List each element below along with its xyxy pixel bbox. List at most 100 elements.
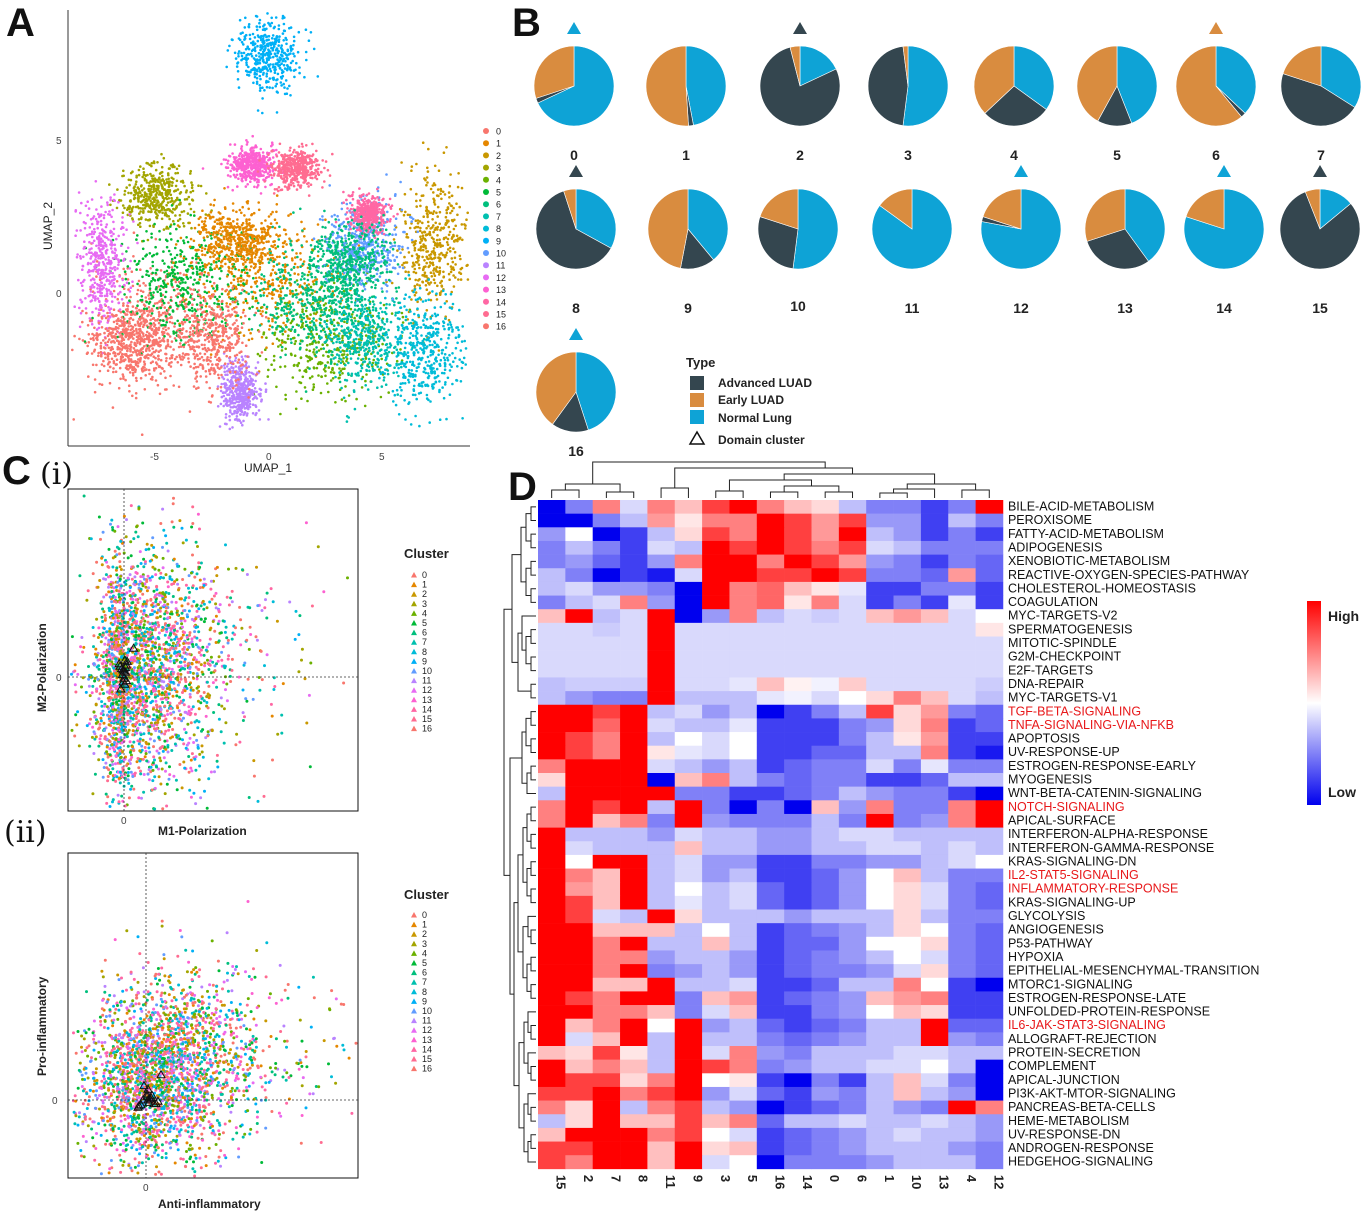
umap-point: [367, 346, 371, 350]
umap-point: [207, 262, 211, 265]
umap-point: [248, 375, 252, 378]
umap-point: [167, 266, 171, 269]
umap-point: [413, 267, 417, 271]
umap-point: [275, 194, 279, 197]
umap-point: [145, 300, 148, 304]
umap-point: [166, 317, 169, 320]
umap-point: [383, 349, 387, 352]
umap-point: [437, 345, 440, 349]
umap-point: [321, 215, 324, 218]
umap-point: [189, 213, 192, 217]
umap-point: [362, 346, 365, 349]
umap-point: [330, 353, 333, 357]
umap-point: [175, 196, 179, 200]
umap-point: [312, 317, 315, 320]
umap-point: [423, 314, 426, 318]
umap-point: [458, 271, 461, 274]
umap-point: [277, 24, 281, 27]
umap-point: [217, 302, 221, 306]
umap-point: [131, 284, 135, 288]
umap-point: [169, 345, 172, 349]
umap-point: [416, 300, 419, 304]
umap-point: [193, 226, 197, 230]
umap-point: [242, 413, 245, 417]
umap-point: [405, 235, 409, 239]
umap-point: [192, 352, 195, 356]
umap-point: [224, 262, 227, 266]
umap-point: [133, 313, 137, 316]
umap-point: [438, 362, 442, 366]
umap-point: [288, 281, 291, 285]
umap-point: [446, 248, 450, 251]
umap-point: [148, 332, 151, 335]
umap-point: [226, 49, 230, 52]
umap-point: [409, 423, 413, 426]
umap-point: [224, 413, 228, 416]
umap-point: [275, 111, 279, 114]
umap-point: [466, 278, 470, 281]
umap-point: [259, 77, 262, 81]
umap-point: [187, 302, 190, 306]
umap-point: [275, 90, 279, 93]
umap-point: [247, 292, 250, 296]
umap-point: [436, 374, 440, 378]
umap-point: [271, 319, 274, 323]
umap-point: [270, 16, 274, 20]
umap-point: [344, 399, 347, 403]
umap-point: [135, 192, 138, 195]
umap-point: [272, 265, 276, 268]
umap-point: [356, 371, 360, 375]
umap-point: [444, 317, 447, 320]
umap-point: [305, 284, 309, 287]
umap-point: [411, 374, 415, 378]
umap-point: [393, 266, 397, 270]
umap-point: [437, 349, 441, 352]
umap-point: [457, 237, 461, 241]
umap-point: [422, 245, 425, 248]
umap-point: [368, 296, 372, 300]
umap-point: [264, 311, 268, 314]
umap-point: [284, 353, 287, 357]
umap-point: [215, 284, 219, 287]
umap-point: [281, 332, 285, 336]
umap-point: [245, 61, 248, 64]
umap-point: [441, 348, 445, 352]
umap-point: [340, 386, 343, 390]
umap-point: [157, 186, 160, 190]
umap-point: [379, 307, 382, 310]
umap-point: [438, 238, 441, 241]
umap-point: [148, 224, 152, 228]
umap-point: [312, 350, 315, 354]
umap-point: [265, 61, 269, 64]
umap-point: [150, 164, 153, 168]
umap-point: [112, 320, 116, 324]
umap-point: [418, 342, 422, 345]
umap-point: [433, 281, 437, 285]
umap-point: [176, 295, 179, 299]
umap-point: [296, 50, 300, 54]
umap-point: [268, 77, 272, 80]
umap-point: [254, 282, 257, 285]
umap-point: [318, 304, 322, 307]
umap-point: [355, 397, 358, 401]
umap-point: [237, 366, 241, 369]
umap-point: [326, 361, 330, 364]
umap-point: [300, 315, 303, 319]
umap-point: [317, 374, 320, 377]
umap-point: [265, 346, 268, 350]
umap-point: [172, 330, 175, 333]
umap-point: [406, 355, 410, 358]
umap-point: [425, 309, 429, 312]
umap-point: [209, 203, 212, 206]
umap-point: [438, 418, 442, 422]
umap-point: [168, 167, 171, 170]
umap-point: [431, 343, 434, 347]
umap-point: [386, 369, 390, 372]
umap-point: [420, 239, 424, 242]
umap-point: [95, 363, 98, 367]
umap-point: [128, 299, 131, 303]
umap-point: [445, 211, 449, 215]
umap-point: [422, 243, 425, 246]
umap-point: [348, 350, 352, 353]
umap-point: [263, 66, 267, 70]
